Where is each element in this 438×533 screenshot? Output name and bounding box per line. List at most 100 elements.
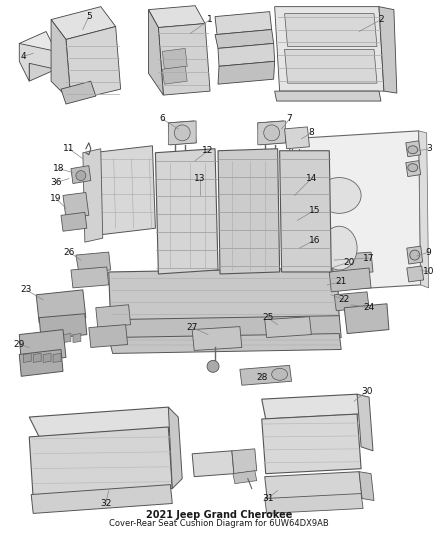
Polygon shape: [51, 20, 71, 101]
Polygon shape: [265, 494, 363, 513]
Polygon shape: [168, 121, 196, 145]
Ellipse shape: [207, 360, 219, 373]
Text: 16: 16: [309, 236, 320, 245]
Polygon shape: [192, 327, 242, 351]
Ellipse shape: [318, 177, 361, 213]
Polygon shape: [63, 334, 71, 343]
Polygon shape: [93, 146, 155, 235]
Text: 18: 18: [53, 164, 65, 173]
Polygon shape: [233, 471, 257, 483]
Text: 11: 11: [63, 144, 75, 154]
Polygon shape: [407, 266, 424, 282]
Text: 23: 23: [21, 285, 32, 294]
Polygon shape: [279, 151, 331, 272]
Ellipse shape: [408, 164, 418, 172]
Polygon shape: [357, 394, 373, 451]
Polygon shape: [290, 131, 421, 293]
Text: 3: 3: [426, 144, 431, 154]
Text: 29: 29: [14, 340, 25, 349]
Text: 12: 12: [202, 146, 214, 155]
Polygon shape: [285, 127, 309, 149]
Polygon shape: [61, 81, 96, 104]
Text: 22: 22: [339, 295, 350, 304]
Polygon shape: [76, 252, 111, 273]
Polygon shape: [23, 353, 31, 362]
Text: 20: 20: [343, 257, 355, 266]
Polygon shape: [29, 51, 56, 81]
Polygon shape: [109, 334, 341, 353]
Ellipse shape: [76, 171, 86, 181]
Text: 31: 31: [262, 494, 273, 503]
Ellipse shape: [272, 368, 288, 380]
Polygon shape: [43, 353, 51, 362]
Polygon shape: [331, 252, 373, 275]
Polygon shape: [71, 166, 91, 183]
Polygon shape: [19, 329, 66, 362]
Polygon shape: [73, 334, 81, 343]
Polygon shape: [215, 12, 272, 35]
Text: 8: 8: [308, 128, 314, 138]
Polygon shape: [407, 246, 423, 264]
Text: 21: 21: [336, 277, 347, 286]
Text: 14: 14: [306, 174, 317, 183]
Polygon shape: [168, 121, 196, 145]
Polygon shape: [419, 131, 429, 288]
Text: Cover-Rear Seat Cushion Diagram for 6UW64DX9AB: Cover-Rear Seat Cushion Diagram for 6UW6…: [109, 519, 329, 528]
Polygon shape: [29, 427, 172, 498]
Polygon shape: [39, 314, 87, 340]
Polygon shape: [192, 451, 234, 477]
Polygon shape: [275, 91, 381, 101]
Polygon shape: [66, 27, 120, 101]
Ellipse shape: [408, 146, 418, 154]
Polygon shape: [285, 50, 377, 83]
Polygon shape: [218, 43, 275, 66]
Ellipse shape: [174, 125, 190, 141]
Text: 17: 17: [363, 254, 375, 263]
Text: 26: 26: [63, 248, 74, 256]
Polygon shape: [148, 10, 163, 95]
Polygon shape: [258, 121, 286, 145]
Ellipse shape: [264, 125, 279, 141]
Polygon shape: [89, 325, 127, 348]
Text: 9: 9: [426, 248, 431, 256]
Polygon shape: [43, 334, 51, 343]
Polygon shape: [109, 268, 339, 324]
Polygon shape: [329, 268, 371, 292]
Text: 19: 19: [50, 194, 62, 203]
Polygon shape: [379, 6, 397, 93]
Polygon shape: [168, 407, 182, 489]
Polygon shape: [218, 149, 279, 274]
Polygon shape: [63, 192, 89, 219]
Polygon shape: [29, 407, 178, 437]
Polygon shape: [265, 317, 311, 337]
Text: 30: 30: [361, 387, 373, 395]
Text: 1: 1: [207, 15, 213, 24]
Text: 7: 7: [287, 115, 293, 124]
Text: 2021 Jeep Grand Cherokee: 2021 Jeep Grand Cherokee: [146, 511, 292, 520]
Polygon shape: [215, 29, 274, 49]
Ellipse shape: [321, 226, 357, 270]
Polygon shape: [33, 353, 41, 362]
Polygon shape: [51, 6, 116, 39]
Polygon shape: [19, 31, 56, 63]
Polygon shape: [19, 43, 56, 81]
Polygon shape: [359, 472, 374, 500]
Polygon shape: [232, 449, 257, 474]
Text: 10: 10: [423, 268, 434, 277]
Text: 4: 4: [21, 52, 26, 61]
Polygon shape: [159, 23, 210, 95]
Polygon shape: [275, 6, 384, 91]
Text: 13: 13: [194, 174, 206, 183]
Text: 32: 32: [100, 499, 111, 508]
Polygon shape: [83, 149, 103, 242]
Polygon shape: [285, 14, 377, 46]
Polygon shape: [162, 66, 187, 84]
Text: 36: 36: [50, 178, 62, 187]
Polygon shape: [96, 305, 131, 328]
Polygon shape: [334, 292, 369, 311]
Polygon shape: [36, 290, 86, 322]
Polygon shape: [53, 334, 61, 343]
Polygon shape: [406, 160, 421, 176]
Text: 6: 6: [159, 115, 165, 124]
Polygon shape: [218, 61, 275, 84]
